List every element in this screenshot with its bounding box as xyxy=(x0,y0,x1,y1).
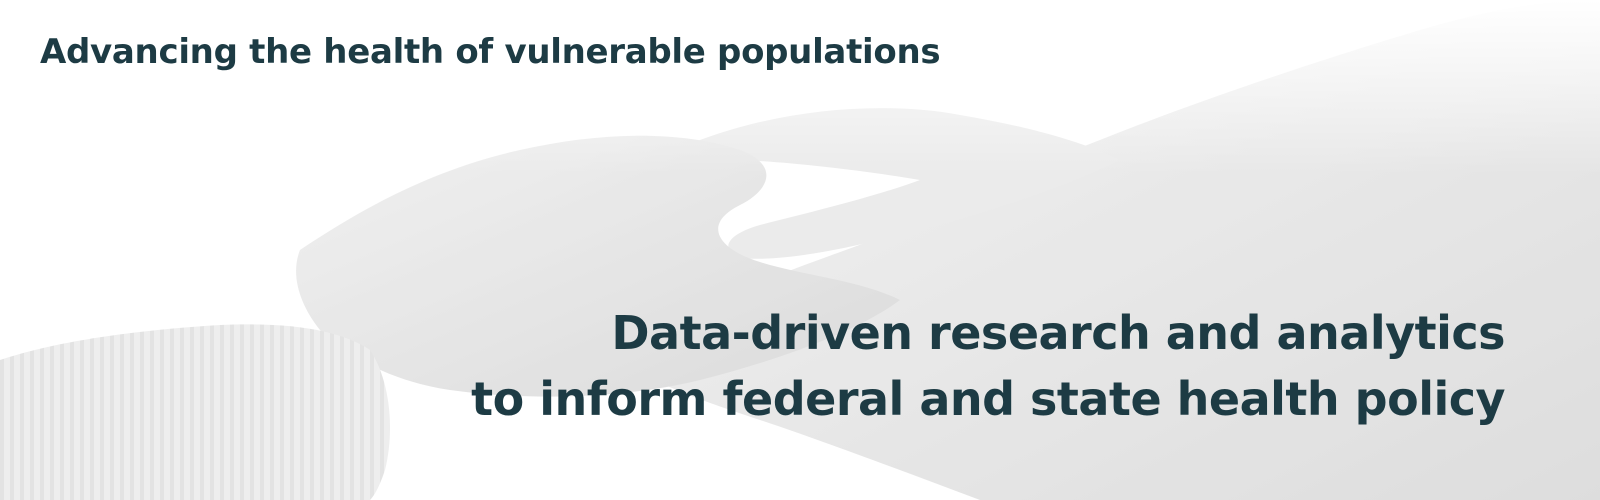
headline-line-1: Data-driven research and analytics xyxy=(611,306,1505,360)
headline-line-2: to inform federal and state health polic… xyxy=(471,372,1505,426)
headline: Data-driven research and analytics to in… xyxy=(471,300,1505,432)
tagline: Advancing the health of vulnerable popul… xyxy=(40,32,941,72)
